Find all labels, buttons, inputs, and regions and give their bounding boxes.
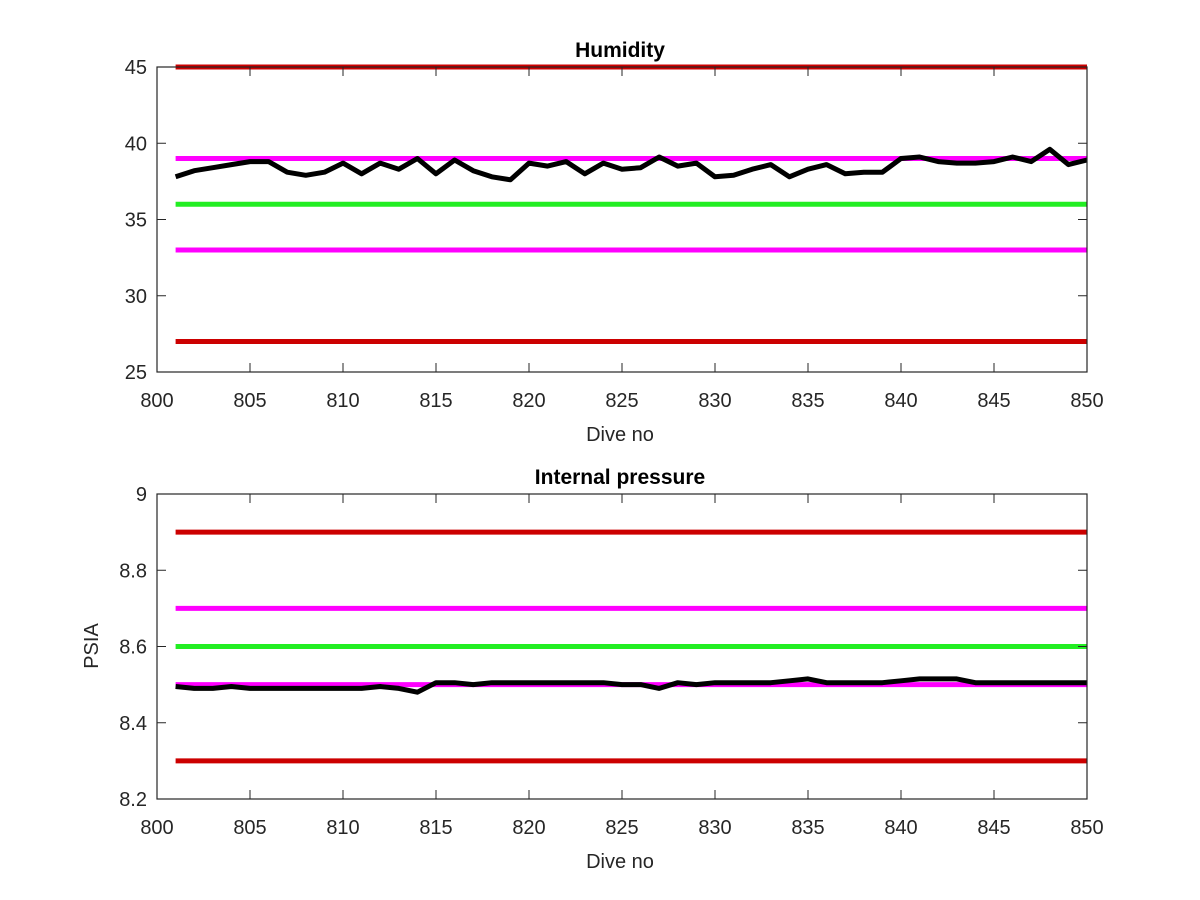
x-axis-label: Dive no — [586, 424, 654, 446]
x-tick-label: 830 — [698, 390, 731, 412]
x-tick-label: 845 — [977, 817, 1010, 839]
y-tick-label: 35 — [125, 210, 147, 232]
x-tick-label: 850 — [1070, 390, 1103, 412]
x-tick-label: 850 — [1070, 817, 1103, 839]
x-tick-label: 800 — [140, 817, 173, 839]
y-axis-label: PSIA — [81, 623, 103, 669]
x-tick-label: 835 — [791, 390, 824, 412]
x-tick-label: 830 — [698, 817, 731, 839]
x-tick-label: 845 — [977, 390, 1010, 412]
y-tick-label: 8.8 — [119, 560, 147, 582]
x-tick-label: 805 — [233, 390, 266, 412]
x-tick-label: 820 — [512, 817, 545, 839]
y-tick-label: 45 — [125, 57, 147, 79]
y-tick-label: 30 — [125, 286, 147, 308]
x-tick-label: 835 — [791, 817, 824, 839]
humidity-chart: Humidity 800 805 810 815 820 825 830 835 840 845 8… — [125, 39, 1104, 446]
x-tick-label: 810 — [326, 817, 359, 839]
data-series-line — [174, 146, 1088, 183]
x-tick-label: 800 — [140, 390, 173, 412]
data-series-line — [175, 676, 1087, 695]
x-axis-label: Dive no — [586, 851, 654, 873]
y-tick-label: 8.6 — [119, 637, 147, 659]
x-tick-label: 840 — [884, 390, 917, 412]
y-tick-label: 40 — [125, 133, 147, 155]
x-tick-label: 825 — [605, 817, 638, 839]
chart-title: Internal pressure — [535, 466, 705, 489]
x-tick-label: 815 — [419, 817, 452, 839]
y-tick-label: 8.4 — [119, 713, 147, 735]
x-tick-label: 805 — [233, 817, 266, 839]
x-tick-label: 840 — [884, 817, 917, 839]
x-tick-label: 810 — [326, 390, 359, 412]
x-tick-label: 825 — [605, 390, 638, 412]
axes-box — [156, 66, 1088, 373]
y-tick-label: 8.2 — [119, 789, 147, 811]
x-tick-label: 820 — [512, 390, 545, 412]
y-tick-label: 9 — [136, 484, 147, 506]
y-tick-label: 25 — [125, 362, 147, 384]
internal-pressure-chart: Internal pressure 800 805 810 815 820 825 830 8… — [81, 466, 1104, 873]
chart-title: Humidity — [575, 39, 665, 62]
x-tick-label: 815 — [419, 390, 452, 412]
